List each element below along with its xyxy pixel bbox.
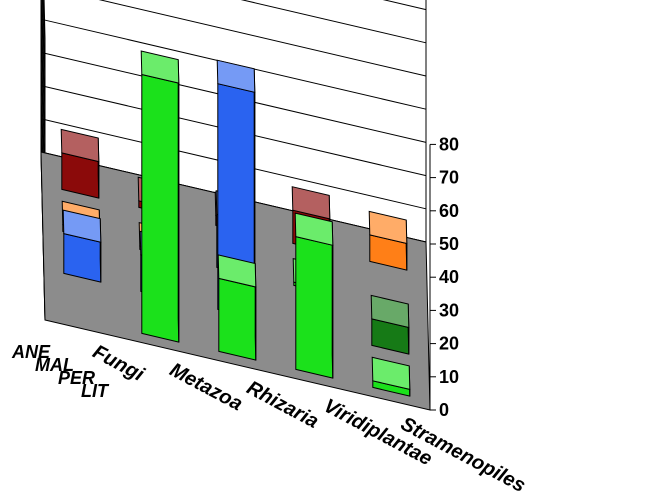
z-tick-label: 10 [439, 367, 459, 387]
group-label-metazoa: Metazoa [166, 359, 246, 415]
gridline [40, 18, 427, 188]
bar-lit-stramenopiles [368, 210, 408, 271]
bars-group [60, 50, 411, 397]
bar-mal-stramenopiles [370, 294, 410, 355]
z-tick-label: 0 [439, 400, 449, 420]
z-tick-label: 60 [439, 201, 459, 221]
series-label-mal: MAL [35, 355, 74, 375]
gridline [42, 0, 427, 88]
group-label-fungi: Fungi [89, 341, 148, 386]
bar-ane-viridiplantae [294, 212, 334, 379]
z-tick-label: 70 [439, 168, 459, 188]
series-label-lit: LIT [81, 381, 110, 401]
gridline [41, 0, 427, 121]
bar-ane-stramenopiles [371, 356, 411, 397]
z-tick-label: 30 [439, 300, 459, 320]
group-label-rhizaria: Rhizaria [243, 377, 322, 433]
gridline [40, 0, 427, 155]
z-tick-label: 80 [439, 134, 459, 154]
z-tick-label: 40 [439, 267, 459, 287]
series-label-ane: ANE [11, 342, 51, 362]
bar-mal-fungi [62, 209, 102, 283]
z-axis-ticks: 0 10 20 30 40 50 60 70 80 [429, 134, 459, 420]
bar-lit-fungi [60, 128, 100, 199]
bar-ane-metazoa [140, 50, 180, 343]
z-tick-label: 50 [439, 234, 459, 254]
series-label-per: PER [58, 368, 95, 388]
bar-ane-rhizaria [217, 254, 257, 361]
z-tick-label: 20 [439, 334, 459, 354]
